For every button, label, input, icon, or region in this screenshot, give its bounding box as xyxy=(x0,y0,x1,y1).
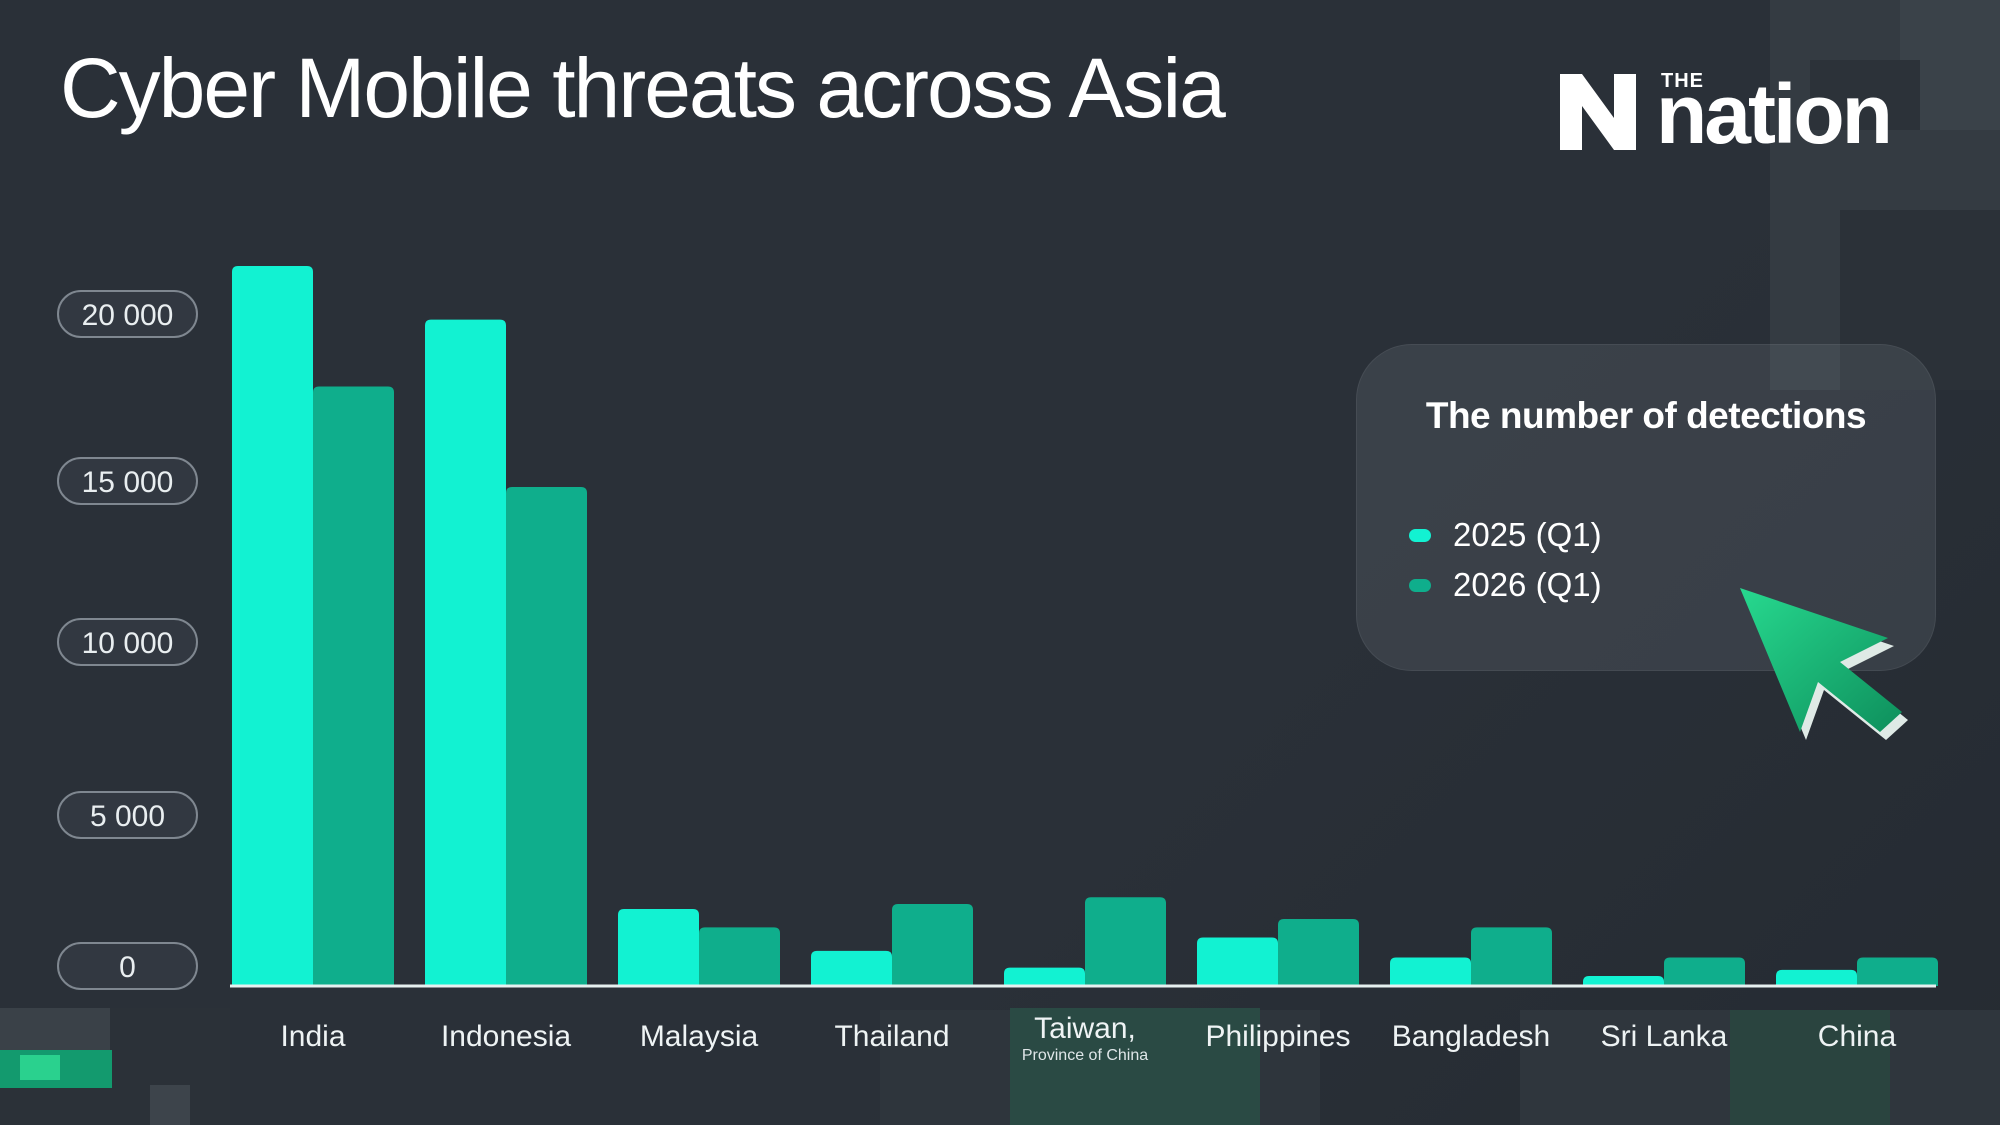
y-tick-pill xyxy=(57,457,198,505)
bar-indonesia-series-0 xyxy=(425,319,506,986)
bar-india-series-1 xyxy=(313,386,394,987)
decor-tile xyxy=(150,1085,190,1125)
decor-tile xyxy=(1010,1008,1260,1125)
decor-tile xyxy=(1810,60,1920,130)
legend-title: The number of detections xyxy=(1425,395,1867,436)
bar-malaysia-series-1 xyxy=(699,927,780,986)
bar-sri-lanka-series-0 xyxy=(1583,975,1664,986)
bar-philippines-series-1 xyxy=(1278,919,1359,986)
x-tick-label: Thailand xyxy=(834,1020,949,1053)
the-nation-logo: THE nation xyxy=(1556,66,1936,156)
x-tick-label: Malaysia xyxy=(640,1020,759,1053)
legend: The number of detections 2025 (Q1) 2026 … xyxy=(1356,344,1936,671)
y-tick-label: 10 000 xyxy=(82,627,174,660)
x-tick-label: Philippines xyxy=(1205,1020,1350,1053)
bar-malaysia-series-0 xyxy=(618,908,699,986)
bar-thailand-series-1 xyxy=(892,903,973,986)
bar-indonesia-series-1 xyxy=(506,487,587,986)
bar-india-series-0 xyxy=(232,266,313,986)
legend-label-2025: 2025 (Q1) xyxy=(1453,516,1602,553)
bar-thailand-series-0 xyxy=(811,950,892,986)
y-tick-pill xyxy=(57,290,198,338)
decor-tile xyxy=(1730,1010,1890,1125)
legend-swatch-2025 xyxy=(1409,528,1431,542)
x-tick-label: China xyxy=(1818,1020,1897,1053)
decor-tile-green xyxy=(20,1055,60,1080)
bar-china-series-1 xyxy=(1857,957,1938,986)
x-tick-label: India xyxy=(280,1020,345,1053)
cursor-arrow-icon xyxy=(1740,588,1908,740)
x-tick-label: Sri Lanka xyxy=(1601,1020,1728,1053)
x-tick-label: Taiwan, xyxy=(1034,1012,1136,1045)
n-logo-icon xyxy=(1560,74,1636,150)
y-tick-label: 5 000 xyxy=(90,800,165,833)
y-tick-label: 0 xyxy=(119,951,136,984)
logo-word: nation xyxy=(1656,67,1893,161)
legend-swatch-2026 xyxy=(1409,578,1431,592)
bar-sri-lanka-series-1 xyxy=(1664,957,1745,986)
page-title: Cyber Mobile threats across Asia xyxy=(60,41,1226,135)
y-tick-label: 20 000 xyxy=(82,299,174,332)
legend-item-2026: 2026 (Q1) xyxy=(1409,563,1602,607)
bar-philippines-series-0 xyxy=(1197,937,1278,986)
bar-taiwan--series-0 xyxy=(1004,967,1085,986)
y-tick-label: 15 000 xyxy=(82,466,174,499)
legend-item-2025: 2025 (Q1) xyxy=(1409,513,1602,557)
x-tick-label: Bangladesh xyxy=(1392,1020,1550,1053)
x-tick-label: Indonesia xyxy=(441,1020,571,1053)
legend-label-2026: 2026 (Q1) xyxy=(1453,566,1602,603)
y-tick-pill xyxy=(57,942,198,990)
bar-bangladesh-series-0 xyxy=(1390,957,1471,986)
bar-china-series-0 xyxy=(1776,969,1857,986)
bar-bangladesh-series-1 xyxy=(1471,927,1552,986)
x-tick-sublabel: Province of China xyxy=(1022,1047,1148,1064)
logo-the: THE xyxy=(1661,70,1704,92)
y-tick-pill xyxy=(57,791,198,839)
bar-taiwan--series-1 xyxy=(1085,897,1166,986)
y-tick-pill xyxy=(57,618,198,666)
